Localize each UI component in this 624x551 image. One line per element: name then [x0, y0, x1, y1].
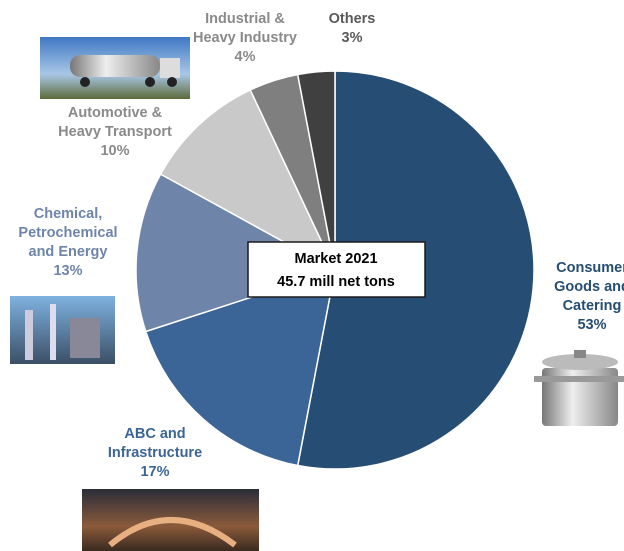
center-box	[247, 241, 426, 298]
slice-label: Others	[329, 11, 376, 27]
value-label: 53%	[577, 317, 606, 333]
value-label: 4%	[235, 49, 256, 65]
photo-refinery	[10, 296, 115, 364]
photo-pot	[534, 350, 624, 426]
photo-building	[82, 489, 259, 551]
value-label: 10%	[100, 143, 129, 159]
pie-slice	[135, 173, 337, 333]
slice-label: ABC and Infrastructure	[108, 426, 202, 461]
pie-slice	[159, 88, 337, 272]
pie-slice	[296, 70, 336, 271]
slice-label: Chemical, Petrochemical and Energy	[18, 206, 117, 260]
value-label: 13%	[53, 263, 82, 279]
slice-label: Consumer Goods and Catering	[554, 260, 624, 314]
pie-slice	[144, 268, 336, 467]
photo-truck	[40, 37, 190, 99]
value-label: 17%	[140, 464, 169, 480]
center-subtitle: 45.7 mill net tons	[277, 274, 395, 290]
labels: Consumer Goods and Catering 53% ABC and Infra…	[18, 11, 624, 480]
center-title: Market 2021	[294, 251, 377, 267]
value-label: 3%	[342, 30, 363, 46]
slice-label: Automotive & Heavy Transport	[58, 105, 172, 140]
slice-label: Industrial & Heavy Industry	[193, 11, 297, 46]
